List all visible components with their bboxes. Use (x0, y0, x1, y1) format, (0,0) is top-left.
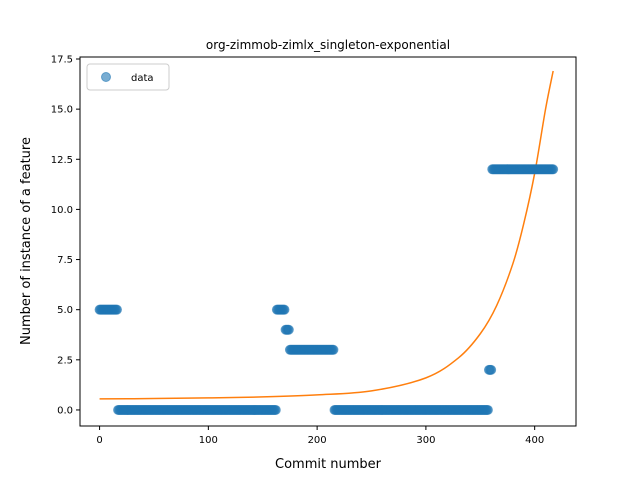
fit-line-layer (99, 70, 554, 400)
data-point (111, 304, 122, 315)
fit-line (99, 70, 554, 400)
x-axis-label: Commit number (275, 457, 382, 472)
y-tick-label: 5.0 (57, 305, 73, 316)
data-point (548, 164, 559, 175)
x-tick-label: 300 (416, 435, 435, 446)
data-point (283, 324, 294, 335)
y-axis-label: Number of instance of a feature (19, 137, 34, 345)
y-tick-label: 10.0 (51, 205, 73, 216)
y-tick-label: 17.5 (51, 55, 73, 66)
x-tick-label: 400 (525, 435, 544, 446)
y-tick-label: 7.5 (57, 255, 73, 266)
axes-frame (79, 56, 577, 427)
data-point (482, 404, 493, 415)
y-tick-label: 15.0 (51, 105, 73, 116)
y-tick-label: 0.0 (57, 405, 73, 416)
x-tick-label: 100 (199, 435, 218, 446)
data-point (486, 364, 497, 375)
data-point (328, 344, 339, 355)
chart-title: org-zimmob-zimlx_singleton-exponential (206, 38, 450, 52)
legend-marker-data (101, 72, 111, 82)
legend-label-data: data (131, 73, 154, 84)
x-tick-label: 200 (308, 435, 327, 446)
x-axis-ticks: 0 100 200 300 400 (96, 426, 544, 446)
legend: data (86, 63, 170, 91)
y-axis-ticks: 0.0 2.5 5.0 7.5 10.0 12.5 15.0 17.5 (51, 55, 80, 416)
y-tick-label: 12.5 (51, 155, 73, 166)
y-tick-label: 2.5 (57, 355, 73, 366)
data-point (279, 304, 290, 315)
data-points (94, 164, 559, 415)
legend-box (86, 63, 170, 91)
data-point (270, 404, 281, 415)
x-tick-label: 0 (96, 435, 102, 446)
